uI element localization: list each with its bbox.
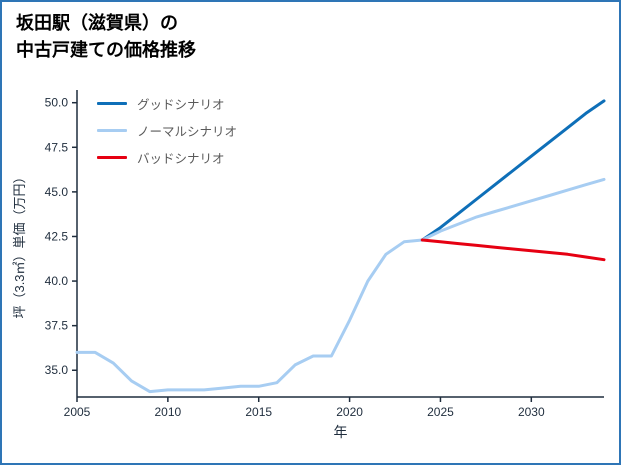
scenario-line-1 <box>420 177 606 242</box>
y-tick-label: 50.0 <box>45 96 69 110</box>
x-tick-label: 2020 <box>336 405 363 419</box>
scenario-line-0 <box>420 99 606 242</box>
legend-label: グッドシナリオ <box>137 97 225 112</box>
legend: グッドシナリオ ノーマルシナリオ バッドシナリオ <box>97 94 237 166</box>
x-tick-label: 2010 <box>155 405 182 419</box>
legend-swatch <box>97 155 127 159</box>
y-tick-label: 35.0 <box>45 363 69 377</box>
legend-item: バッドシナリオ <box>97 148 237 166</box>
x-tick-label: 2025 <box>427 405 454 419</box>
y-tick-label: 45.0 <box>45 185 69 199</box>
legend-item: ノーマルシナリオ <box>97 121 237 139</box>
legend-label: ノーマルシナリオ <box>137 124 238 139</box>
legend-swatch <box>97 128 127 132</box>
page-title: 坂田駅（滋賀県）の 中古戸建ての価格推移 <box>16 10 196 64</box>
history-line <box>75 238 424 394</box>
x-axis-label: 年 <box>334 424 348 440</box>
legend-label: バッドシナリオ <box>137 151 225 166</box>
scenario-line-2 <box>420 238 606 262</box>
y-tick-label: 40.0 <box>45 274 69 288</box>
legend-item: グッドシナリオ <box>97 94 237 112</box>
legend-swatch <box>97 101 127 105</box>
y-tick-label: 37.5 <box>45 319 69 333</box>
x-tick-label: 2030 <box>518 405 545 419</box>
x-tick-label: 2005 <box>64 405 91 419</box>
title-line-1: 坂田駅（滋賀県）の <box>16 13 178 33</box>
y-tick-label: 47.5 <box>45 140 69 154</box>
y-tick-label: 42.5 <box>45 229 69 243</box>
y-axis-label: 坪（3.3㎡）単価（万円） <box>12 170 27 318</box>
x-tick-label: 2015 <box>245 405 272 419</box>
title-line-2: 中古戸建ての価格推移 <box>16 40 196 60</box>
